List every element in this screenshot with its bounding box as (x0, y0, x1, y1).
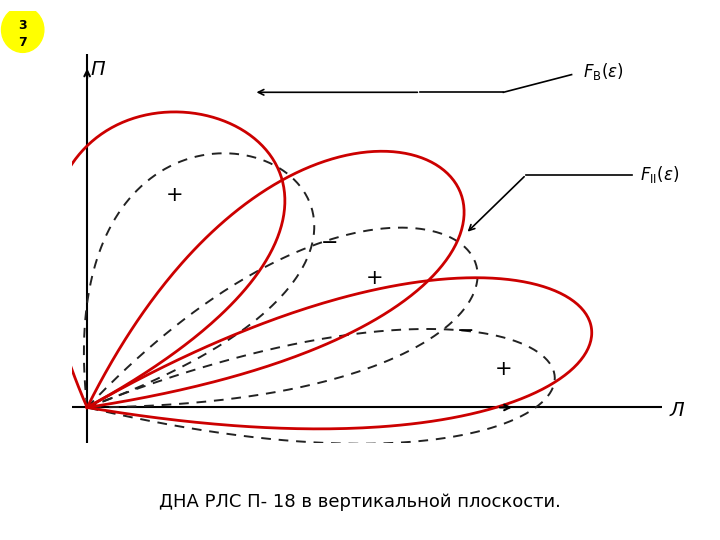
Text: $F_{\rm B}(\varepsilon)$: $F_{\rm B}(\varepsilon)$ (583, 61, 624, 82)
Text: Л: Л (670, 401, 685, 420)
Text: 7: 7 (18, 36, 27, 49)
Text: 3: 3 (19, 19, 27, 32)
Text: +: + (366, 268, 384, 288)
Text: $F_{\rm II}(\varepsilon)$: $F_{\rm II}(\varepsilon)$ (639, 164, 679, 185)
Text: −: − (457, 321, 474, 341)
Text: +: + (495, 359, 512, 379)
Text: +: + (166, 185, 183, 205)
Text: П: П (91, 60, 106, 79)
Circle shape (1, 7, 44, 52)
Text: ДНА РЛС П- 18 в вертикальной плоскости.: ДНА РЛС П- 18 в вертикальной плоскости. (159, 493, 561, 511)
Text: −: − (320, 233, 338, 253)
